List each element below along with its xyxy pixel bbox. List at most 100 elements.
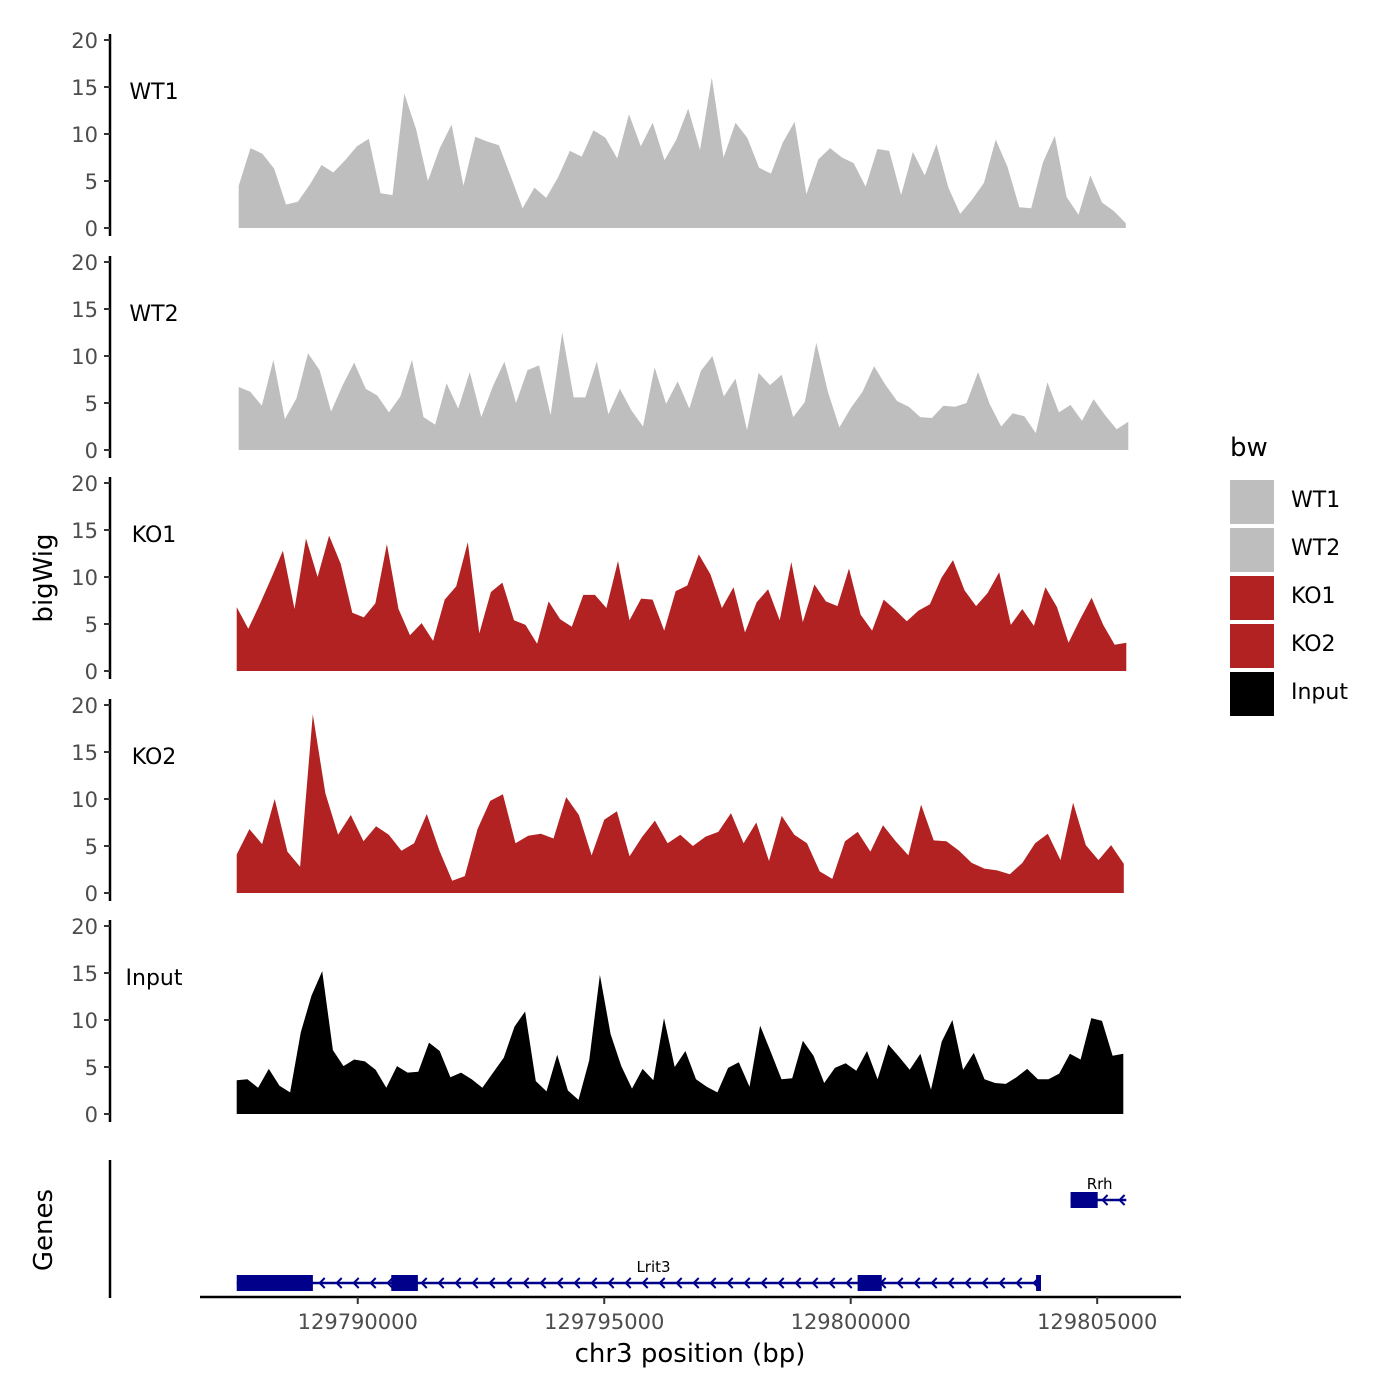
track-panel-wt1: 0 5 10 15 20 WT1 bbox=[71, 29, 1126, 241]
legend-item-ko2: KO2 bbox=[1230, 624, 1400, 670]
y-tick-label: 15 bbox=[71, 76, 98, 100]
y-tick-label: 5 bbox=[85, 1056, 98, 1080]
strand-arrow bbox=[692, 1277, 700, 1289]
legend-key-swatch bbox=[1230, 576, 1274, 620]
x-axis: 129790000 129795000 129800000 129805000 bbox=[200, 1295, 1181, 1334]
y-tick-label: 20 bbox=[71, 251, 98, 275]
coverage-area-ko2 bbox=[236, 714, 1124, 893]
legend-title: bw bbox=[1230, 433, 1268, 463]
strand-arrow bbox=[913, 1277, 921, 1289]
strand-arrow bbox=[981, 1277, 989, 1289]
strand-arrow bbox=[760, 1277, 768, 1289]
strand-arrow bbox=[335, 1277, 343, 1289]
gene-name-label: Rrh bbox=[1087, 1175, 1113, 1193]
strand-arrow bbox=[352, 1277, 360, 1289]
coverage-area-wt2 bbox=[238, 332, 1129, 450]
y-tick-label: 5 bbox=[85, 170, 98, 194]
y-tick-label: 15 bbox=[71, 962, 98, 986]
strand-arrow bbox=[607, 1277, 615, 1289]
strand-arrow bbox=[488, 1277, 496, 1289]
strand-arrow bbox=[624, 1277, 632, 1289]
strand-arrow bbox=[1101, 1194, 1109, 1206]
legend-item-wt2: WT2 bbox=[1230, 528, 1400, 574]
exon bbox=[236, 1275, 313, 1291]
strand-arrow bbox=[845, 1277, 853, 1289]
y-tick-label: 10 bbox=[71, 566, 98, 590]
coverage-tracks: 0 5 10 15 20 WT1 0 5 10 15 20 WT2 0 5 10 15 20 KO1 0 5 10 15 2… bbox=[71, 29, 1129, 1127]
y-tick-label: 0 bbox=[85, 217, 98, 241]
y-tick-label: 15 bbox=[71, 519, 98, 543]
strand-arrow bbox=[777, 1277, 785, 1289]
y-tick-label: 15 bbox=[71, 298, 98, 322]
gene-lrit3: Lrit3 bbox=[236, 1258, 1041, 1291]
x-axis-title: chr3 position (bp) bbox=[575, 1339, 806, 1369]
legend-key-swatch bbox=[1230, 624, 1274, 668]
strand-arrow bbox=[539, 1277, 547, 1289]
track-label: KO1 bbox=[132, 523, 177, 548]
y-tick-label: 0 bbox=[85, 1103, 98, 1127]
y-tick-label: 10 bbox=[71, 345, 98, 369]
legend-key-swatch bbox=[1230, 480, 1274, 524]
x-tick-label: 129795000 bbox=[544, 1310, 664, 1334]
strand-arrow bbox=[828, 1277, 836, 1289]
exon bbox=[857, 1275, 882, 1291]
y-tick-label: 20 bbox=[71, 29, 98, 53]
legend-key-swatch bbox=[1230, 672, 1274, 716]
track-panel-input: 0 5 10 15 20 Input bbox=[71, 915, 1124, 1127]
y-tick-label: 10 bbox=[71, 788, 98, 812]
legend-label: KO2 bbox=[1291, 632, 1336, 657]
strand-arrow bbox=[964, 1277, 972, 1289]
y-tick-label: 0 bbox=[85, 882, 98, 906]
strand-arrow bbox=[369, 1277, 377, 1289]
x-tick-label: 129800000 bbox=[791, 1310, 911, 1334]
track-label: Input bbox=[126, 966, 183, 991]
strand-arrow bbox=[454, 1277, 462, 1289]
strand-arrow bbox=[641, 1277, 649, 1289]
strand-arrow bbox=[420, 1277, 428, 1289]
y-tick-label: 20 bbox=[71, 694, 98, 718]
strand-arrow bbox=[794, 1277, 802, 1289]
strand-arrow bbox=[1118, 1194, 1126, 1206]
track-panel-ko1: 0 5 10 15 20 KO1 bbox=[71, 472, 1127, 684]
track-label: WT2 bbox=[129, 302, 178, 327]
y-axis-title: bigWig bbox=[29, 533, 59, 622]
genes-track: Lrit3 Rrh bbox=[108, 1160, 1127, 1298]
y-tick-label: 0 bbox=[85, 660, 98, 684]
strand-arrow bbox=[675, 1277, 683, 1289]
strand-arrow bbox=[743, 1277, 751, 1289]
strand-arrow bbox=[947, 1277, 955, 1289]
legend-label: WT1 bbox=[1291, 488, 1341, 513]
strand-arrow bbox=[998, 1277, 1006, 1289]
exon bbox=[1036, 1275, 1041, 1291]
legend-key-swatch bbox=[1230, 528, 1274, 572]
track-panel-ko2: 0 5 10 15 20 KO2 bbox=[71, 694, 1124, 906]
y-tick-label: 0 bbox=[85, 439, 98, 463]
strand-arrow bbox=[471, 1277, 479, 1289]
track-label: KO2 bbox=[132, 745, 177, 770]
y-tick-label: 5 bbox=[85, 613, 98, 637]
legend-item-wt1: WT1 bbox=[1230, 480, 1400, 526]
strand-arrow bbox=[930, 1277, 938, 1289]
y-tick-label: 20 bbox=[71, 472, 98, 496]
y-tick-label: 10 bbox=[71, 123, 98, 147]
genes-track-title: Genes bbox=[29, 1189, 59, 1271]
y-tick-label: 15 bbox=[71, 741, 98, 765]
x-tick-label: 129805000 bbox=[1037, 1310, 1157, 1334]
strand-arrow bbox=[709, 1277, 717, 1289]
coverage-area-input bbox=[236, 971, 1124, 1114]
legend-label: WT2 bbox=[1291, 536, 1341, 561]
strand-arrow bbox=[505, 1277, 513, 1289]
legend-label: KO1 bbox=[1291, 584, 1336, 609]
legend-item-ko1: KO1 bbox=[1230, 576, 1400, 622]
track-label: WT1 bbox=[129, 80, 178, 105]
x-tick-label: 129790000 bbox=[298, 1310, 418, 1334]
exon bbox=[1070, 1192, 1098, 1208]
gene-name-label: Lrit3 bbox=[636, 1258, 670, 1276]
exon bbox=[391, 1275, 418, 1291]
coverage-area-ko1 bbox=[236, 535, 1127, 671]
strand-arrow bbox=[811, 1277, 819, 1289]
strand-arrow bbox=[437, 1277, 445, 1289]
y-tick-label: 5 bbox=[85, 392, 98, 416]
strand-arrow bbox=[726, 1277, 734, 1289]
strand-arrow bbox=[1015, 1277, 1023, 1289]
